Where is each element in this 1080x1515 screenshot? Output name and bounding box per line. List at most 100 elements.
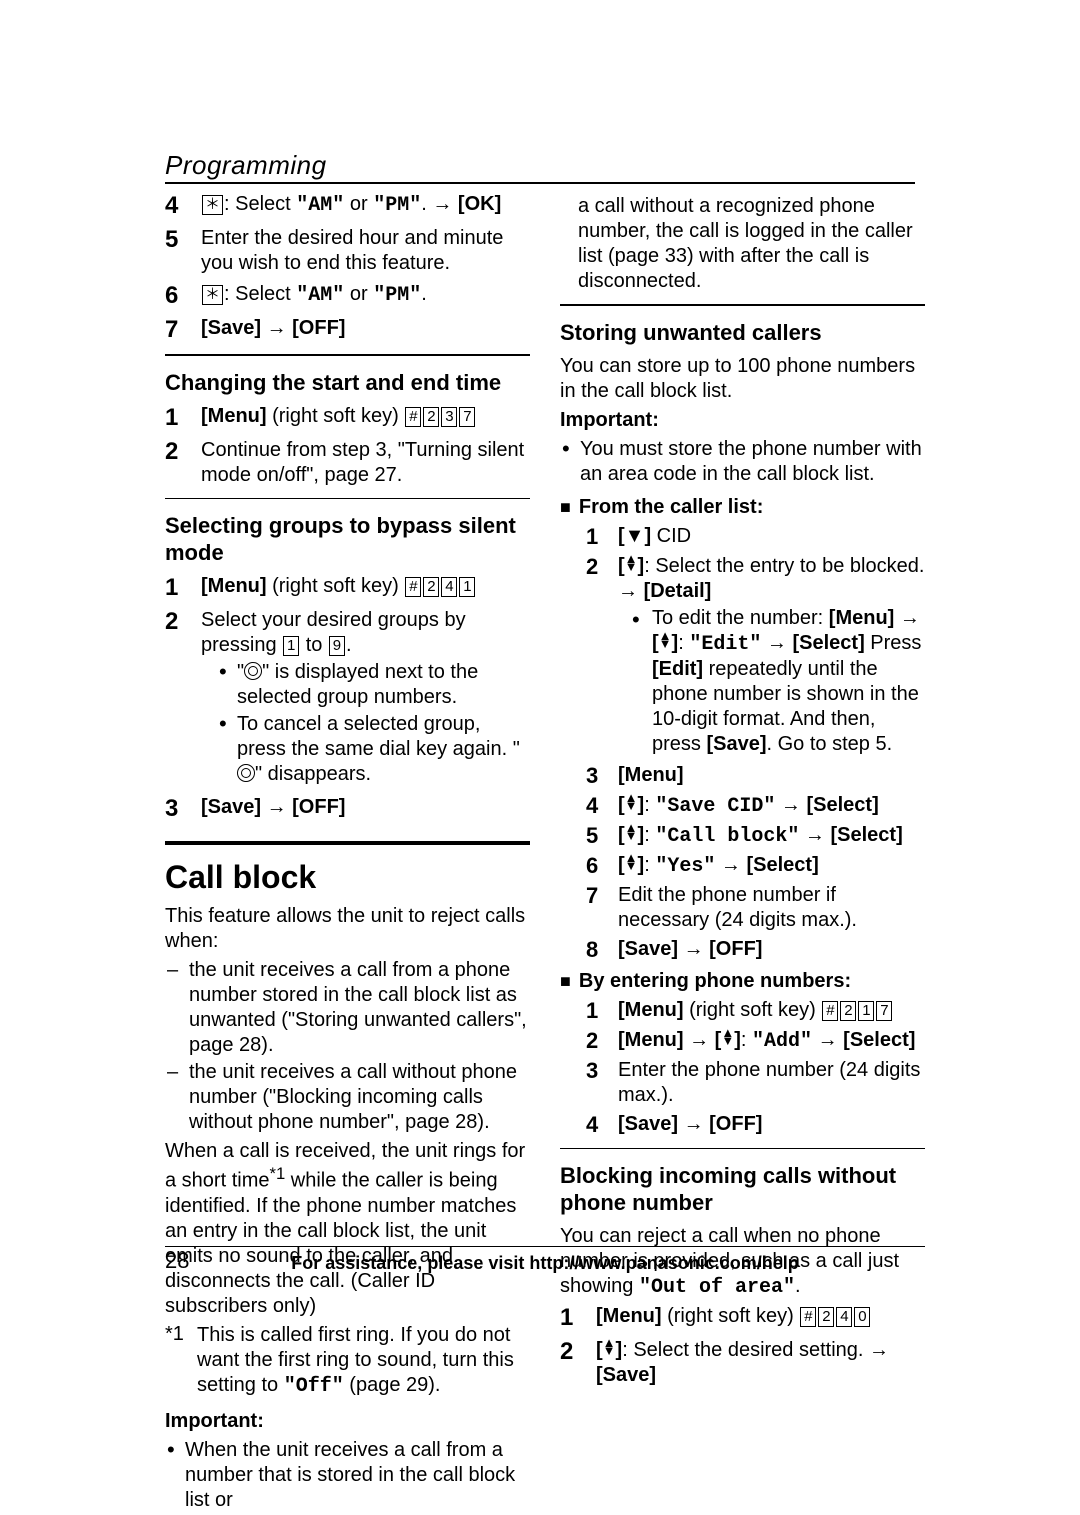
fl-step-3: 3 [Menu]: [560, 763, 925, 789]
important-label: Important:: [560, 408, 925, 433]
step-number: 2: [560, 1338, 596, 1388]
step-text: [Save] → [OFF]: [618, 937, 925, 963]
step-number: 1: [165, 574, 201, 602]
step-5: 5 Enter the desired hour and minute you …: [165, 226, 530, 276]
step-text: Edit the phone number if necessary (24 d…: [618, 883, 925, 933]
dash-item: the unit receives a call without phone n…: [165, 1060, 530, 1135]
right-column: a call without a recognized phone number…: [560, 190, 925, 1515]
groups-step-1: 1 [Menu] (right soft key) #241: [165, 574, 530, 602]
fl-step-6: 6 [▲▼]: "Yes" → [Select]: [560, 853, 925, 879]
step-text: [▲▼]: "Call block" → [Select]: [618, 823, 925, 849]
groups-step-3: 3 [Save] → [OFF]: [165, 795, 530, 823]
step-4: 4 ＊: Select "AM" or "PM". → [OK]: [165, 192, 530, 220]
step-number: 3: [165, 795, 201, 823]
be-step-4: 4 [Save] → [OFF]: [560, 1112, 925, 1138]
paragraph: When a call is received, the unit rings …: [165, 1139, 530, 1319]
subheading-storing: Storing unwanted callers: [560, 320, 925, 346]
step-text: [Menu]: [618, 763, 925, 789]
paragraph: You can store up to 100 phone numbers in…: [560, 354, 925, 404]
step-text: Select your desired groups by pressing 1…: [201, 608, 530, 789]
continuation-text: a call without a recognized phone number…: [560, 194, 925, 294]
bullet: To edit the number: [Menu] → [▲▼]: "Edit…: [632, 606, 925, 757]
heading-call-block: Call block: [165, 859, 530, 896]
intro-text: This feature allows the unit to reject c…: [165, 904, 530, 954]
step-number: 6: [165, 282, 201, 310]
step-7: 7 [Save] → [OFF]: [165, 316, 530, 344]
step-text: ＊: Select "AM" or "PM".: [201, 282, 530, 310]
step-text: [▲▼]: "Yes" → [Select]: [618, 853, 925, 879]
dash-item: the unit receives a call from a phone nu…: [165, 958, 530, 1058]
subheading-blocking: Blocking incoming calls without phone nu…: [560, 1163, 925, 1216]
header-rule: [165, 182, 915, 184]
step-number: 1: [586, 524, 618, 550]
step-text: [Save] → [OFF]: [201, 316, 530, 344]
step-number: 8: [586, 937, 618, 963]
section-header: Programming: [165, 150, 327, 181]
step-number: 4: [586, 793, 618, 819]
thick-divider: [165, 841, 530, 845]
change-step-2: 2 Continue from step 3, "Turning silent …: [165, 438, 530, 488]
step-text: [Save] → [OFF]: [201, 795, 530, 823]
step-number: 3: [586, 763, 618, 789]
two-column-layout: 4 ＊: Select "AM" or "PM". → [OK] 5 Enter…: [165, 190, 925, 1515]
step-text: [Menu] (right soft key) #237: [201, 404, 530, 432]
fl-step-2: 2 [▲▼]: Select the entry to be blocked. …: [560, 554, 925, 759]
group-icon: [244, 662, 262, 680]
step-number: 5: [586, 823, 618, 849]
step-number: 2: [165, 438, 201, 488]
step-text: [▲▼]: "Save CID" → [Select]: [618, 793, 925, 819]
from-caller-list-heading: From the caller list:: [560, 495, 925, 520]
step-text: Enter the phone number (24 digits max.).: [618, 1058, 925, 1108]
fl-step-8: 8 [Save] → [OFF]: [560, 937, 925, 963]
important-label: Important:: [165, 1409, 530, 1434]
step-number: 1: [165, 404, 201, 432]
step-text: [Menu] (right soft key) #241: [201, 574, 530, 602]
be-step-3: 3 Enter the phone number (24 digits max.…: [560, 1058, 925, 1108]
important-list: When the unit receives a call from a num…: [165, 1438, 530, 1513]
fl-step-5: 5 [▲▼]: "Call block" → [Select]: [560, 823, 925, 849]
step-number: 2: [586, 554, 618, 759]
footnote-text: This is called first ring. If you do not…: [197, 1323, 530, 1399]
bullet: When the unit receives a call from a num…: [167, 1438, 530, 1513]
step-number: 7: [586, 883, 618, 933]
fl-step-7: 7 Edit the phone number if necessary (24…: [560, 883, 925, 933]
step-text: [Menu] → [▲▼]: "Add" → [Select]: [618, 1028, 925, 1054]
bl-step-2: 2 [▲▼]: Select the desired setting. → [S…: [560, 1338, 925, 1388]
step-text: [▲▼]: Select the desired setting. → [Sav…: [596, 1338, 925, 1388]
bl-step-1: 1 [Menu] (right soft key) #240: [560, 1304, 925, 1332]
nested-bullets: To edit the number: [Menu] → [▲▼]: "Edit…: [618, 606, 925, 757]
change-step-1: 1 [Menu] (right soft key) #237: [165, 404, 530, 432]
left-column: 4 ＊: Select "AM" or "PM". → [OK] 5 Enter…: [165, 190, 530, 1515]
divider: [165, 354, 530, 356]
by-entering-heading: By entering phone numbers:: [560, 969, 925, 994]
subheading-groups: Selecting groups to bypass silent mode: [165, 513, 530, 566]
label: From the caller list:: [579, 496, 764, 518]
groups-step-2: 2 Select your desired groups by pressing…: [165, 608, 530, 789]
label: By entering phone numbers:: [579, 970, 851, 992]
step-text: ＊: Select "AM" or "PM". → [OK]: [201, 192, 530, 220]
step-text: [Menu] (right soft key) #240: [596, 1304, 925, 1332]
step-6: 6 ＊: Select "AM" or "PM".: [165, 282, 530, 310]
divider: [560, 304, 925, 306]
dash-list: the unit receives a call from a phone nu…: [165, 958, 530, 1135]
footnote: *1 This is called first ring. If you do …: [165, 1323, 530, 1399]
bullet: "" is displayed next to the selected gro…: [219, 660, 530, 710]
page-number: 28: [165, 1248, 189, 1274]
step-text: [Menu] (right soft key) #217: [618, 998, 925, 1024]
step-number: 3: [586, 1058, 618, 1108]
step-number: 1: [586, 998, 618, 1024]
be-step-1: 1 [Menu] (right soft key) #217: [560, 998, 925, 1024]
step-number: 1: [560, 1304, 596, 1332]
step-text: Continue from step 3, "Turning silent mo…: [201, 438, 530, 488]
divider: [560, 1148, 925, 1150]
step-number: 2: [165, 608, 201, 789]
step-text: Enter the desired hour and minute you wi…: [201, 226, 530, 276]
step-number: 4: [165, 192, 201, 220]
step-text: [▼] CID: [618, 524, 925, 550]
subheading-change-time: Changing the start and end time: [165, 370, 530, 396]
fl-step-1: 1 [▼] CID: [560, 524, 925, 550]
be-step-2: 2 [Menu] → [▲▼]: "Add" → [Select]: [560, 1028, 925, 1054]
step-number: 5: [165, 226, 201, 276]
bullet: You must store the phone number with an …: [562, 437, 925, 487]
sub-bullets: "" is displayed next to the selected gro…: [201, 660, 530, 787]
